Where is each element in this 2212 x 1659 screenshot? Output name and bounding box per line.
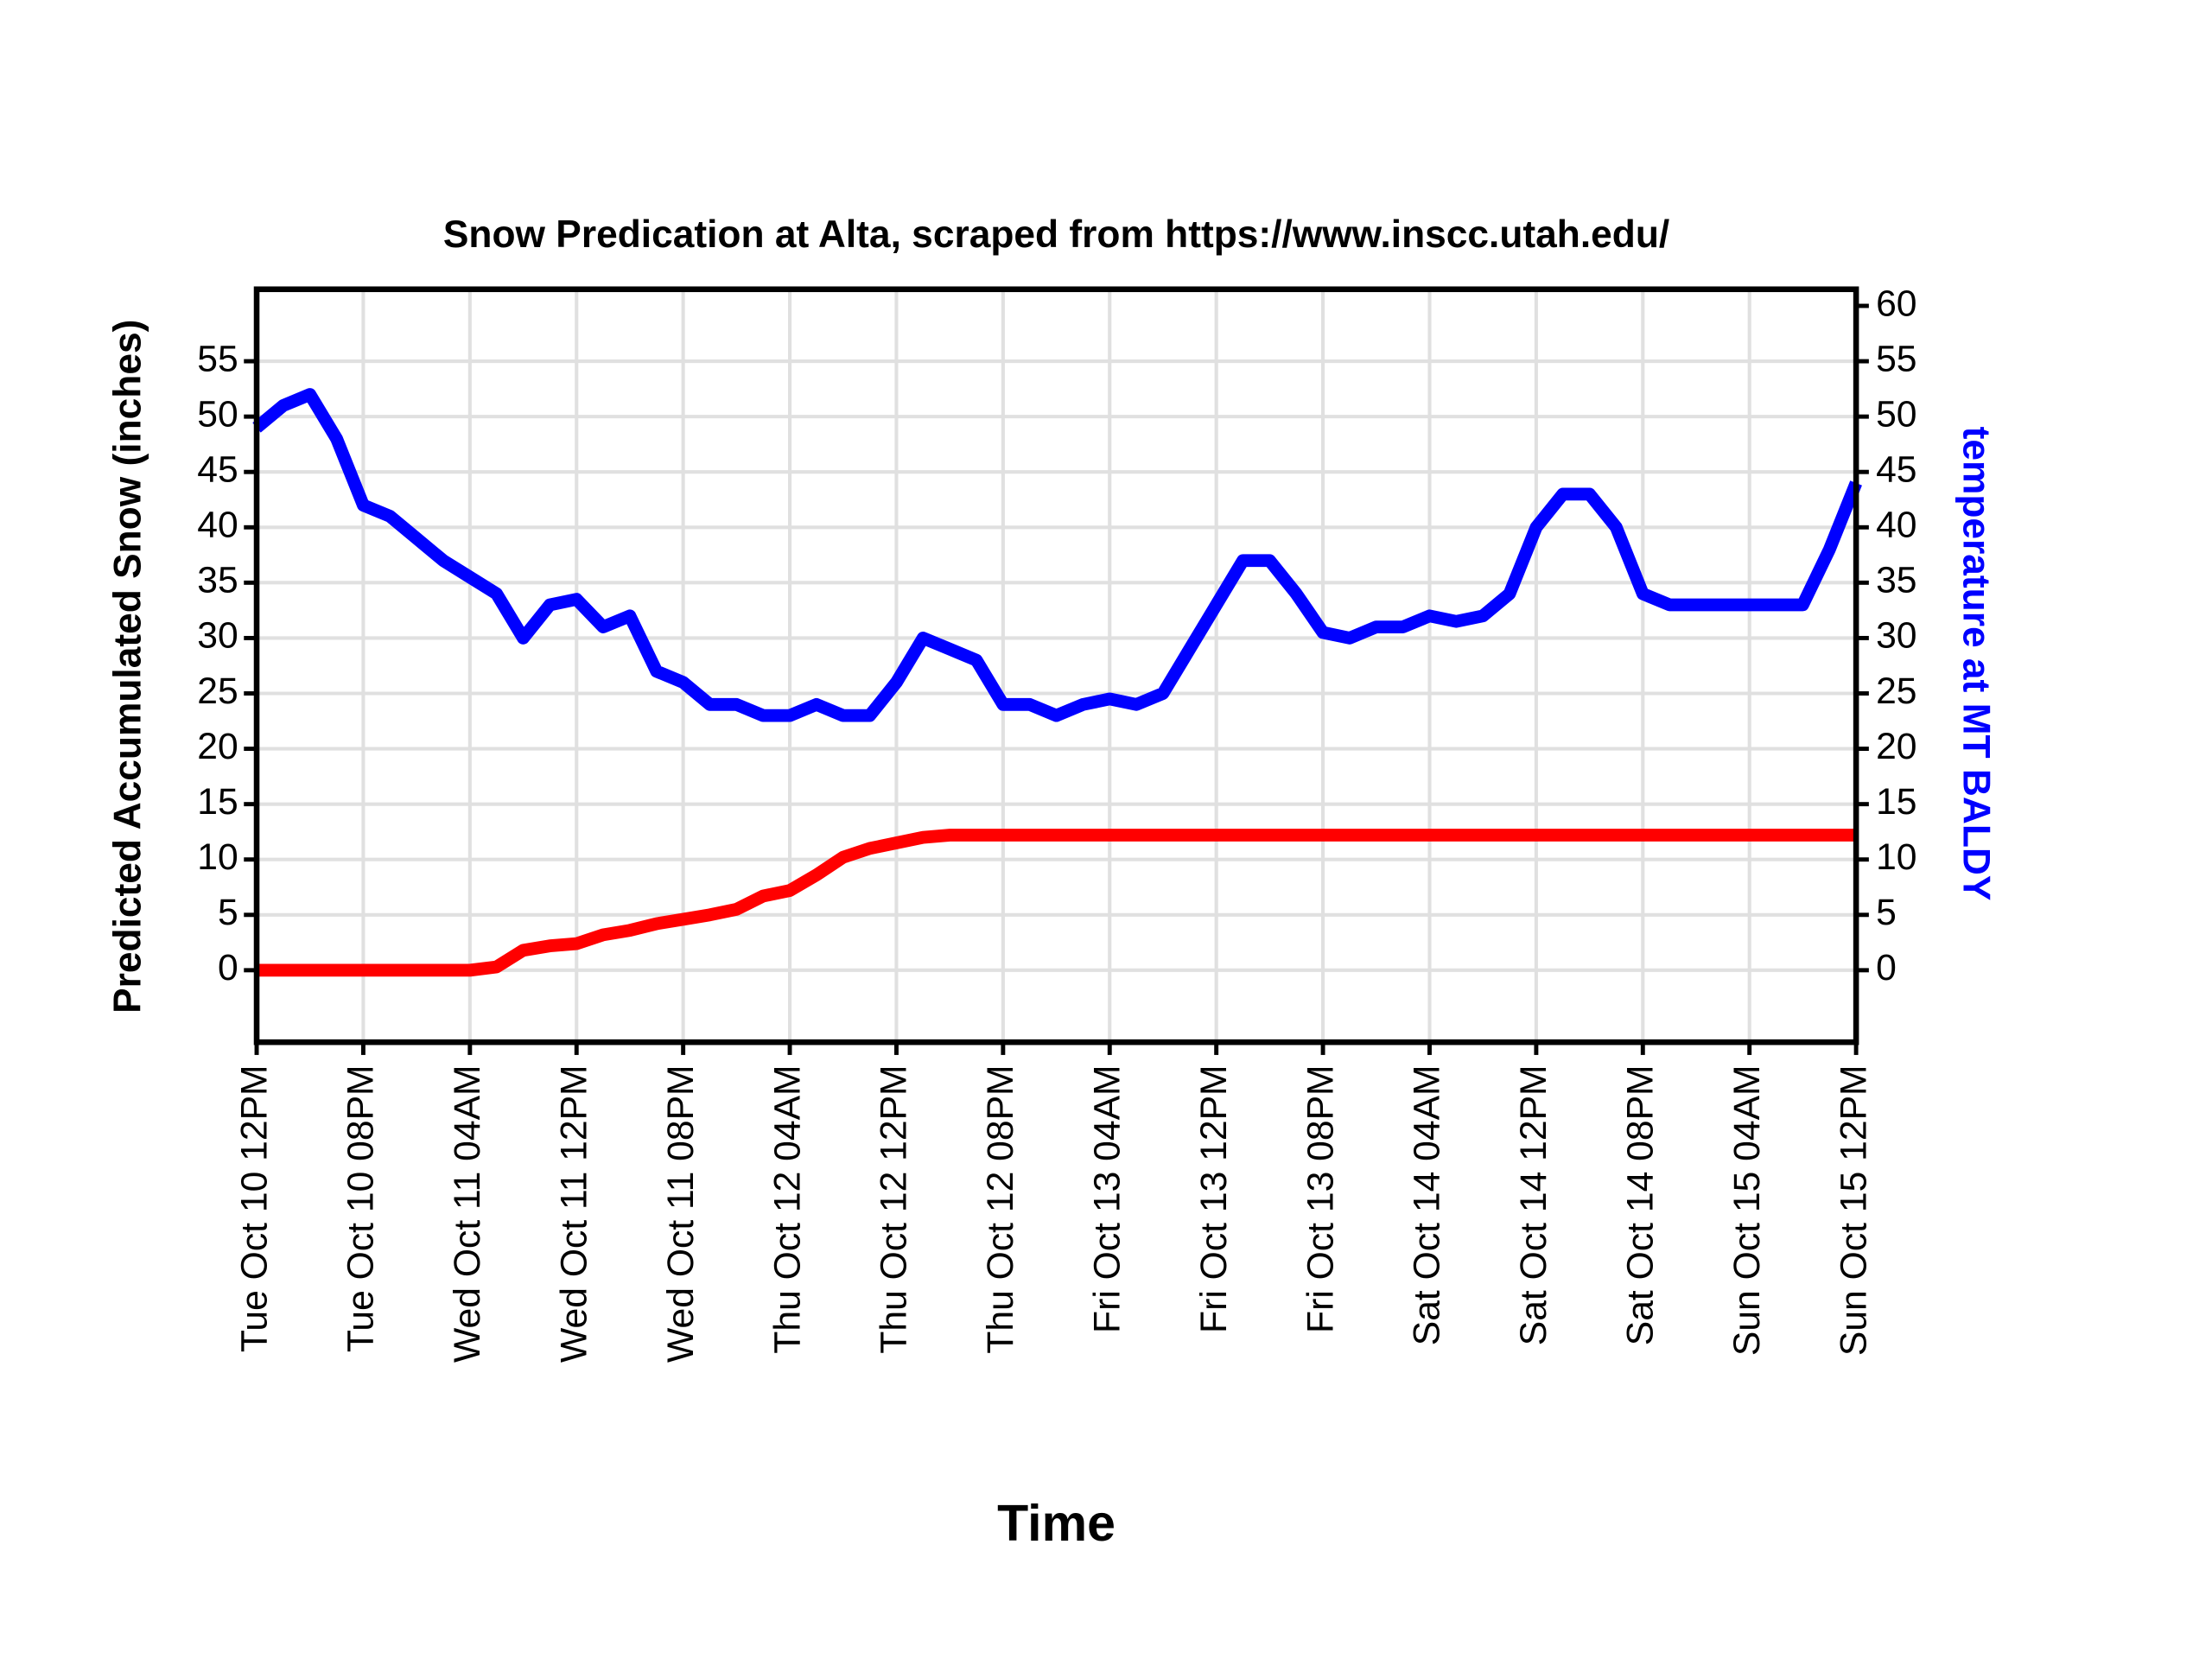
- x-tick-label: Sun Oct 15 04AM: [1726, 1065, 1768, 1356]
- x-tick-label: Sat Oct 14 04AM: [1407, 1065, 1448, 1345]
- y-tick-label: 25: [197, 671, 238, 712]
- y-tick-label: 30: [197, 615, 238, 657]
- plot-area: [252, 388, 1862, 977]
- x-tick-label: Tue Oct 10 12PM: [233, 1065, 275, 1352]
- x-tick-label: Wed Oct 11 04AM: [447, 1065, 488, 1363]
- y-tick-label: 0: [218, 947, 238, 988]
- y-tick-label: 35: [197, 560, 238, 601]
- y-tick-label: 10: [197, 836, 238, 878]
- x-tick-label: Tue Oct 10 08PM: [340, 1065, 382, 1352]
- grid: [254, 289, 1859, 1043]
- y-tick-label: 55: [197, 338, 238, 379]
- x-tick-label: Wed Oct 11 08PM: [660, 1065, 702, 1363]
- line-series: [257, 829, 1857, 977]
- y2-tick-label: 25: [1876, 671, 1916, 712]
- y-tick-label: 15: [197, 781, 238, 823]
- x-tick-label: Sat Oct 14 12PM: [1513, 1065, 1554, 1345]
- y2-tick-label: 60: [1876, 283, 1916, 324]
- y2-tick-label: 45: [1876, 448, 1916, 490]
- y-tick-label: 5: [218, 892, 238, 933]
- y-tick-label: 45: [197, 448, 238, 490]
- y2-axis-label: temperature at MT BALDY: [1955, 427, 1998, 901]
- x-tick-label: Sun Oct 15 12PM: [1833, 1065, 1874, 1356]
- x-tick-label: Thu Oct 12 04AM: [766, 1065, 808, 1353]
- y2-tick-label: 40: [1876, 505, 1916, 546]
- y2-tick-label: 30: [1876, 615, 1916, 657]
- y2-tick-label: 50: [1876, 393, 1916, 435]
- x-axis-label: Time: [997, 1495, 1116, 1552]
- y-tick-label: 40: [197, 505, 238, 546]
- x-tick-label: Thu Oct 12 12PM: [874, 1065, 915, 1353]
- x-tick-label: Thu Oct 12 08PM: [980, 1065, 1021, 1353]
- y2-tick-label: 10: [1876, 836, 1916, 878]
- x-tick-label: Wed Oct 11 12PM: [554, 1065, 595, 1363]
- y-axis-label: Predicted Accumulated Snow (inches): [107, 320, 149, 1014]
- y2-tick-label: 35: [1876, 560, 1916, 601]
- line-series: [252, 388, 1862, 722]
- y2-tick-label: 0: [1876, 947, 1897, 988]
- plot-frame: [253, 286, 1859, 1046]
- x-tick-label: Fri Oct 13 04AM: [1087, 1065, 1128, 1333]
- y-tick-label: 50: [197, 393, 238, 435]
- y2-tick-label: 15: [1876, 781, 1916, 823]
- axes: Tue Oct 10 12PM Tue Oct 10 08PM Wed Oct 11…: [197, 283, 1916, 1363]
- x-tick-label: Sat Oct 14 08PM: [1620, 1065, 1662, 1345]
- x-tick-label: Fri Oct 13 08PM: [1300, 1065, 1341, 1333]
- chart-title: Snow Predication at Alta, scraped from h…: [443, 213, 1669, 256]
- y2-tick-label: 55: [1876, 338, 1916, 379]
- x-tick-label: Fri Oct 13 12PM: [1193, 1065, 1235, 1333]
- y-tick-label: 20: [197, 726, 238, 767]
- y2-tick-label: 5: [1876, 892, 1897, 933]
- y2-tick-label: 20: [1876, 726, 1916, 767]
